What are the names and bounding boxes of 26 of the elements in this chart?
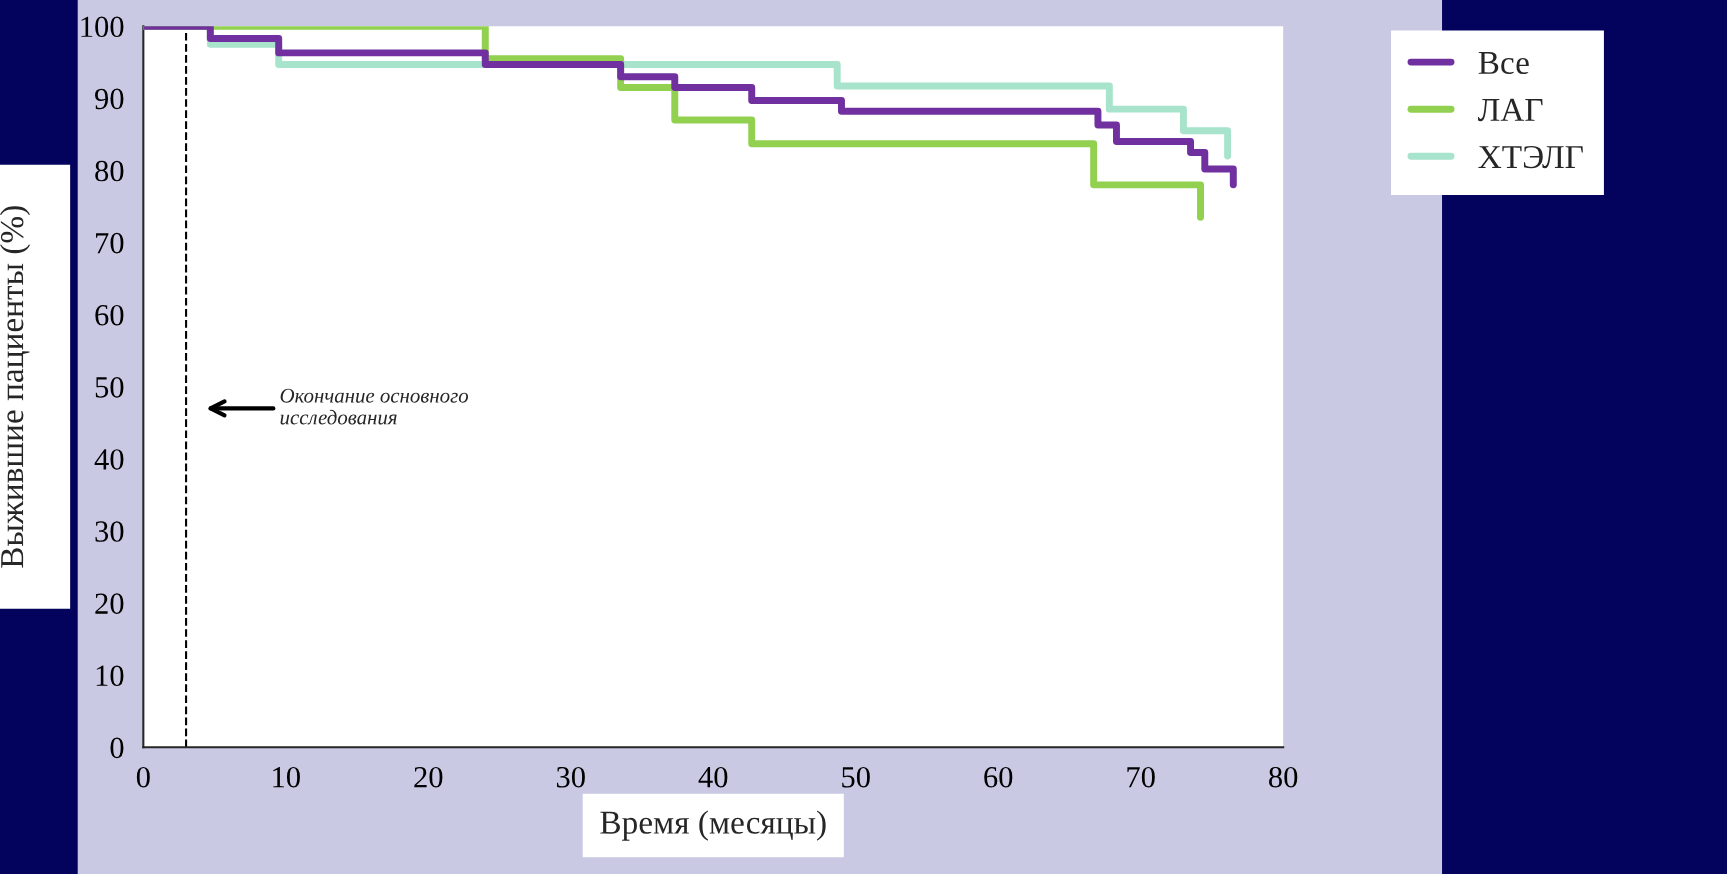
y-tick-label: 100 xyxy=(81,16,124,38)
y-tick-label: 60 xyxy=(95,304,124,326)
y-tick-label: 10 xyxy=(96,665,124,687)
x-axis-title: Время (месяцы) xyxy=(600,810,826,841)
y-axis-title: Выжившие пациенты (%) xyxy=(0,206,31,568)
legend-label: Все xyxy=(1478,51,1529,75)
legend-label: ХТЭЛГ xyxy=(1478,145,1583,169)
y-tick-label: 30 xyxy=(95,521,124,542)
x-tick-label: 0 xyxy=(136,766,150,788)
x-tick-label: 30 xyxy=(556,766,585,788)
y-tick-label: 40 xyxy=(94,449,124,470)
y-tick-label: 80 xyxy=(95,160,124,182)
y-tick-label: 50 xyxy=(95,377,124,398)
x-tick-label: 80 xyxy=(1269,766,1298,788)
y-tick-label: 20 xyxy=(95,593,124,614)
legend-label: ЛАГ xyxy=(1477,98,1543,122)
x-tick-label: 50 xyxy=(842,766,870,788)
y-tick-label: 0 xyxy=(110,737,124,759)
y-tick-label: 90 xyxy=(95,88,124,110)
x-tick-label: 20 xyxy=(414,766,443,788)
x-tick-label: 40 xyxy=(698,766,728,788)
x-tick-label: 10 xyxy=(273,766,300,788)
x-tick-label: 70 xyxy=(1127,766,1155,788)
annotation: Окончание основного исследования xyxy=(280,388,469,425)
y-tick-label: 70 xyxy=(96,232,124,254)
x-tick-label: 60 xyxy=(984,766,1013,788)
